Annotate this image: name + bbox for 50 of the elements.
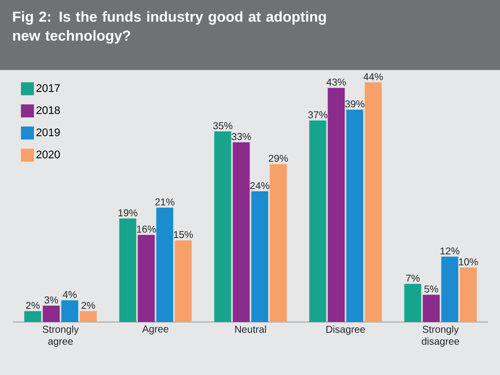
bar bbox=[251, 191, 268, 322]
data-label: 5% bbox=[424, 286, 438, 293]
x-tick-label: Disagree bbox=[326, 326, 365, 335]
bar bbox=[328, 88, 345, 322]
legend-label: 2020 bbox=[36, 150, 60, 158]
bar bbox=[460, 268, 477, 322]
data-label: 2% bbox=[26, 302, 40, 309]
bar bbox=[232, 142, 250, 322]
bar bbox=[119, 218, 136, 322]
bar bbox=[309, 120, 326, 322]
data-label: 21% bbox=[155, 198, 174, 206]
legend-label: 2018 bbox=[36, 106, 60, 114]
bar bbox=[61, 300, 78, 322]
data-label: 16% bbox=[137, 226, 156, 233]
data-label: 29% bbox=[268, 154, 288, 162]
bar bbox=[270, 164, 287, 322]
data-label: 12% bbox=[440, 247, 460, 254]
data-label: 39% bbox=[345, 100, 364, 108]
data-label: 4% bbox=[62, 291, 77, 298]
bar bbox=[156, 208, 174, 322]
data-label: 35% bbox=[213, 122, 232, 130]
data-label: 19% bbox=[118, 209, 138, 216]
bar bbox=[42, 306, 60, 322]
x-tick-label: Agree bbox=[142, 326, 168, 334]
data-label: 33% bbox=[232, 133, 251, 140]
bar bbox=[174, 240, 192, 322]
data-label: 10% bbox=[459, 258, 478, 266]
bar bbox=[346, 110, 364, 322]
bar bbox=[422, 294, 440, 322]
x-tick-label: Strongly disagree bbox=[422, 326, 460, 347]
bar bbox=[364, 82, 382, 322]
data-label: 7% bbox=[406, 274, 420, 282]
data-label: 37% bbox=[308, 111, 328, 118]
data-label: 43% bbox=[326, 78, 346, 86]
x-tick-label: Neutral bbox=[235, 326, 266, 333]
bar bbox=[24, 311, 42, 322]
bar bbox=[441, 256, 458, 322]
bar bbox=[214, 131, 232, 322]
data-label: 2% bbox=[82, 302, 96, 309]
chart-title: Fig 2: Is the funds industry good at adopting new technology? bbox=[13, 11, 326, 44]
data-label: 24% bbox=[250, 182, 270, 190]
data-label: 15% bbox=[174, 231, 193, 238]
legend-label: 2019 bbox=[36, 128, 60, 136]
data-label: 3% bbox=[44, 296, 58, 304]
bar bbox=[404, 284, 422, 322]
x-tick-label: Strongly agree bbox=[42, 326, 79, 347]
legend-label: 2017 bbox=[36, 84, 60, 92]
data-label: 44% bbox=[364, 73, 383, 80]
bar bbox=[80, 311, 97, 322]
bar bbox=[138, 234, 155, 322]
